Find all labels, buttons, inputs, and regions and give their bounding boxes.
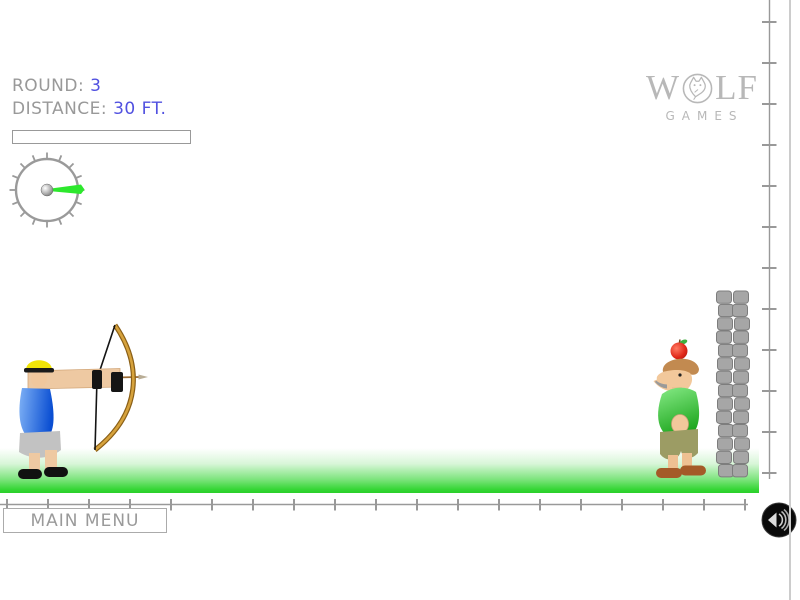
speaker-icon xyxy=(768,508,790,532)
stone-block xyxy=(734,437,750,451)
gauge-tick-marks xyxy=(9,152,85,228)
man-mustache xyxy=(655,380,667,389)
man-shoe xyxy=(680,465,706,476)
stone-block xyxy=(732,303,748,318)
stone-block xyxy=(716,410,732,424)
archer-bracer xyxy=(92,370,102,389)
hud-panel: ROUND: 3 DISTANCE: 30 FT. xyxy=(12,75,166,121)
man-shirt xyxy=(658,387,700,440)
logo-subtitle: GAMES xyxy=(665,109,744,123)
stone-block xyxy=(733,370,749,384)
round-counter: ROUND: 3 xyxy=(12,75,166,98)
distance-label: DISTANCE: xyxy=(12,99,108,119)
sound-toggle-button[interactable] xyxy=(759,500,799,540)
stone-block xyxy=(718,424,734,438)
wolf-games-logo: W LF GAMES xyxy=(644,70,760,124)
stone-column xyxy=(716,290,750,478)
stone-block xyxy=(716,370,732,384)
archer-character xyxy=(18,323,148,479)
archer-hat-band xyxy=(24,368,54,373)
wolf-head-icon xyxy=(682,73,713,103)
stone-block xyxy=(717,317,733,331)
stone-block xyxy=(732,424,748,438)
archer-shoe xyxy=(44,467,68,477)
man-leg xyxy=(668,455,678,472)
distance-counter: DISTANCE: 30 FT. xyxy=(12,98,166,121)
archer-glove xyxy=(111,372,123,392)
logo-letter-w: W xyxy=(646,68,681,107)
stone-block xyxy=(734,357,750,371)
stone-block xyxy=(716,450,732,464)
round-label: ROUND: xyxy=(12,76,85,96)
stone-block xyxy=(718,383,734,398)
stone-block xyxy=(716,290,732,304)
main-menu-button[interactable]: MAIN MENU xyxy=(3,508,167,533)
distance-value: 30 FT. xyxy=(113,99,167,119)
stone-block xyxy=(716,330,732,344)
target-man xyxy=(653,339,706,478)
stone-block xyxy=(717,357,733,371)
archer-leg xyxy=(45,450,57,469)
stone-block xyxy=(717,437,733,451)
power-needle-icon xyxy=(51,184,85,194)
apple-icon xyxy=(670,339,688,360)
man-shoe xyxy=(656,468,682,478)
aim-gauge xyxy=(9,152,85,228)
logo-letters-lf: LF xyxy=(715,68,758,107)
stone-block xyxy=(718,303,734,318)
archer-shoe xyxy=(18,469,42,479)
man-leg xyxy=(682,453,692,470)
man-eye xyxy=(678,373,682,377)
logo-wordmark: W LF xyxy=(644,70,760,106)
man-shorts xyxy=(660,429,698,460)
stone-block xyxy=(734,397,750,411)
archer-face xyxy=(31,370,47,388)
power-meter-bar xyxy=(12,130,191,144)
stone-block xyxy=(717,397,733,411)
stage-border xyxy=(789,0,791,600)
stone-block xyxy=(718,464,734,478)
archer-leg xyxy=(29,453,40,472)
stone-block xyxy=(732,383,748,398)
archer-shirt xyxy=(19,388,54,441)
stone-block xyxy=(733,330,749,344)
stone-block xyxy=(718,343,734,358)
archer-hat xyxy=(26,360,52,370)
gauge-ball-icon xyxy=(40,183,54,197)
stone-block xyxy=(734,317,750,331)
stone-block xyxy=(733,290,749,304)
stone-block xyxy=(733,450,749,464)
round-value: 3 xyxy=(90,76,102,96)
stone-block xyxy=(732,343,748,358)
stone-block xyxy=(732,464,748,478)
stone-block xyxy=(733,410,749,424)
grass-ground xyxy=(0,448,759,493)
